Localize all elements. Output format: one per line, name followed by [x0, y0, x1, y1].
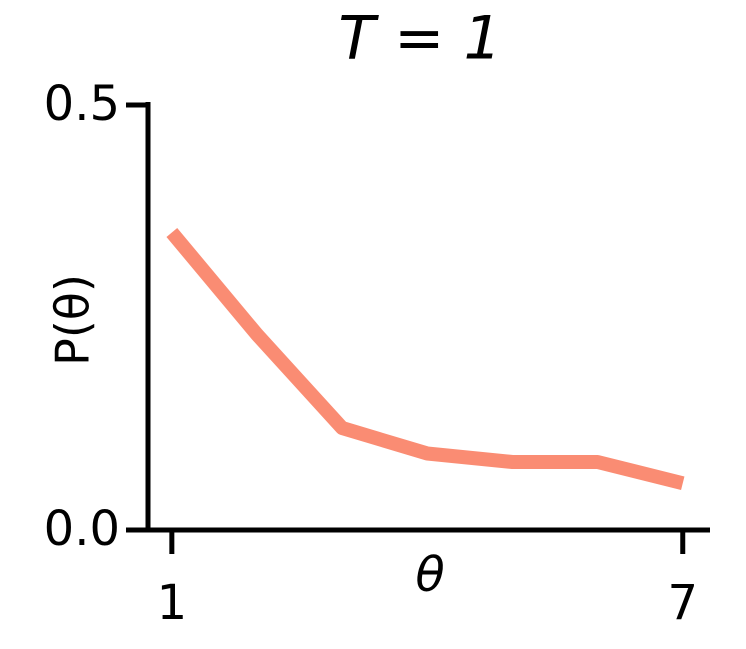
x-tick-label: 1: [157, 575, 188, 631]
chart-title: T = 1: [338, 4, 501, 74]
x-tick-label: 7: [667, 575, 698, 631]
data-line: [166, 228, 685, 491]
x-axis-label: θ: [415, 547, 444, 603]
y-tick-label: 0.0: [44, 501, 120, 557]
y-tick-label: 0.5: [44, 76, 120, 132]
y-axis-label: P(θ): [46, 274, 100, 366]
